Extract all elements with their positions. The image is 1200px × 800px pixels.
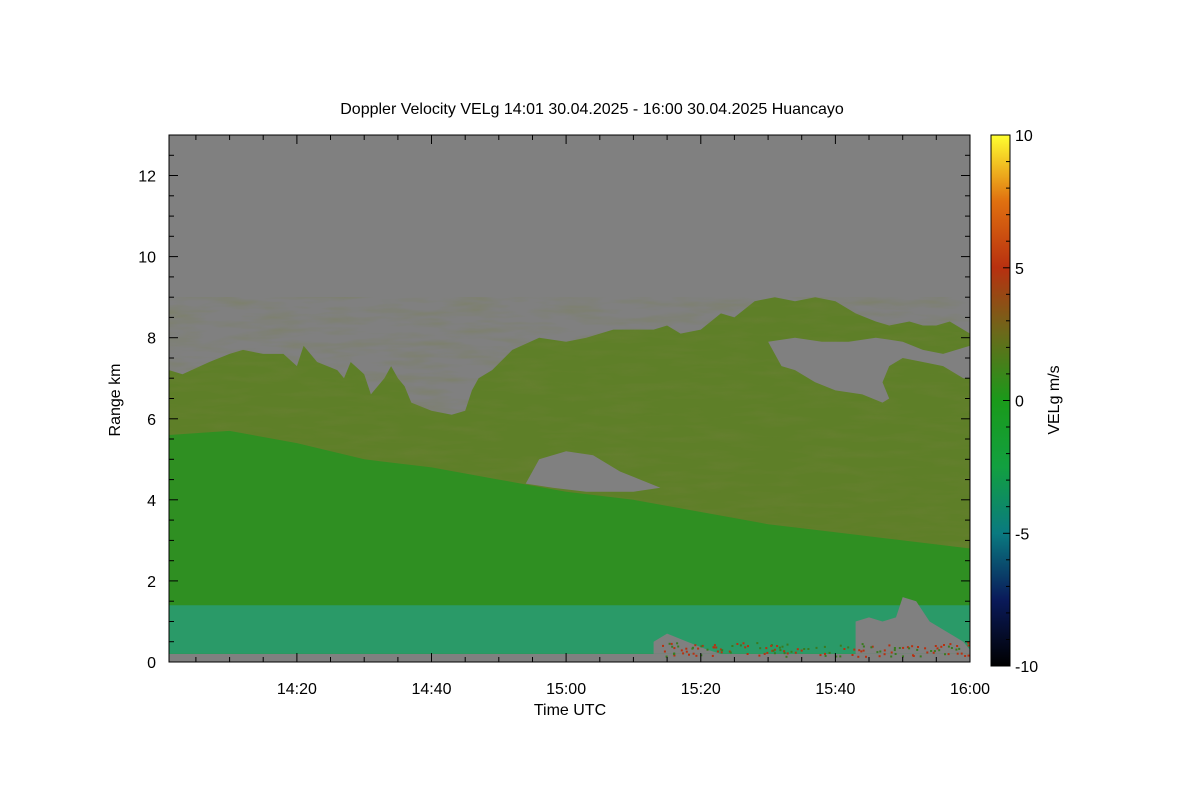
chart-title: Doppler Velocity VELg 14:01 30.04.2025 -…	[340, 101, 844, 118]
gap-lower-right	[855, 597, 970, 654]
plot-area	[168, 134, 971, 663]
y-tick-label: 10	[138, 250, 156, 267]
x-axis: 14:20 14:40 15:00 15:20 15:40 16:00	[195, 135, 990, 698]
gap-cloud-hole	[525, 451, 661, 492]
x-tick-label: 15:40	[815, 681, 855, 698]
x-tick-label: 14:20	[277, 681, 317, 698]
y-tick-label: 0	[147, 655, 156, 672]
near-surface-layer	[169, 605, 970, 654]
y-tick-label: 12	[138, 169, 156, 186]
colorbar-tick-label: -10	[1015, 659, 1038, 676]
gap-lower-middle	[653, 633, 721, 654]
y-tick-label: 2	[147, 574, 156, 591]
colorbar-tick-label: -5	[1015, 526, 1029, 543]
y-axis: 0 2 4 6 8 10 12	[138, 134, 970, 672]
gap-upper-right	[768, 337, 970, 403]
x-tick-label: 15:00	[546, 681, 586, 698]
colorbar-tick-label: 10	[1015, 128, 1033, 145]
x-tick-label: 15:20	[681, 681, 721, 698]
x-tick-label: 16:00	[950, 681, 990, 698]
y-tick-label: 8	[147, 331, 156, 348]
colorbar-label: VELg m/s	[1046, 365, 1063, 434]
x-tick-label: 14:40	[411, 681, 451, 698]
y-tick-label: 6	[147, 412, 156, 429]
colorbar-tick-label: 5	[1015, 261, 1024, 278]
colorbar: 10 5 0 -5 -10	[990, 128, 1038, 676]
echo-low	[169, 430, 970, 654]
y-tick-label: 4	[147, 493, 156, 510]
colorbar-tick-label: 0	[1015, 394, 1024, 411]
x-axis-label: Time UTC	[534, 702, 606, 719]
surface-noise	[662, 641, 970, 658]
y-axis-label: Range km	[107, 364, 124, 437]
